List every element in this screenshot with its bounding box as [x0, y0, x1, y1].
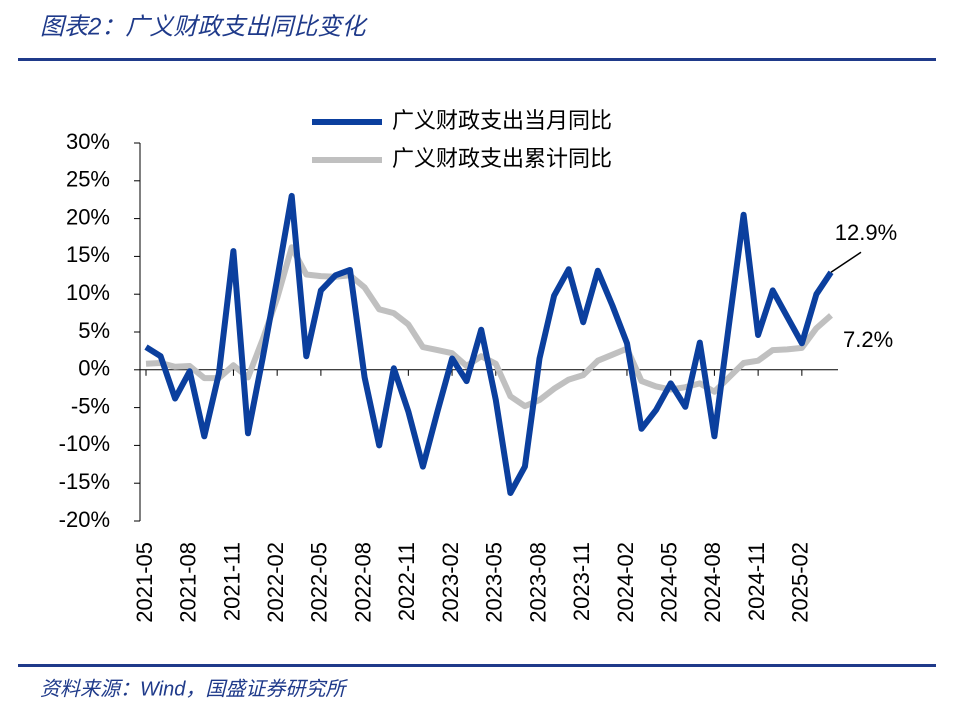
x-tick-label: 2024-02	[613, 542, 638, 623]
y-tick-label: 25%	[66, 167, 110, 192]
source-rule	[18, 664, 936, 667]
y-tick-label: 15%	[66, 242, 110, 267]
label-leader	[830, 251, 862, 273]
page-title: 图表2：广义财政支出同比变化	[40, 13, 368, 40]
y-tick-label: -10%	[59, 431, 110, 456]
y-tick-label: 10%	[66, 280, 110, 305]
series-line	[144, 192, 834, 496]
x-tick-label: 2023-02	[438, 542, 463, 623]
x-tick-label: 2022-05	[307, 542, 332, 623]
value-label: 7.2%	[843, 327, 893, 352]
y-tick-label: -5%	[71, 393, 110, 418]
x-tick-label: 2024-11	[744, 542, 769, 621]
x-tick-label: 2021-05	[132, 542, 157, 623]
x-tick-label: 2025-02	[788, 542, 813, 623]
x-tick-label: 2021-08	[176, 542, 201, 623]
y-tick-label: -15%	[59, 469, 110, 494]
title-rule	[18, 58, 936, 61]
y-tick-label: 0%	[78, 356, 110, 381]
source: 资料来源：Wind，国盛证券研究所	[40, 678, 348, 700]
x-tick-label: 2021-11	[219, 542, 244, 621]
legend-label: 广义财政支出当月同比	[392, 108, 612, 133]
x-tick-label: 2023-08	[525, 542, 550, 623]
legend-label: 广义财政支出累计同比	[392, 146, 612, 171]
x-tick-label: 2023-11	[569, 542, 594, 621]
y-tick-label: -20%	[59, 507, 110, 532]
x-tick-label: 2022-08	[350, 542, 375, 623]
y-tick-label: 20%	[66, 204, 110, 229]
x-tick-label: 2024-05	[656, 542, 681, 623]
y-tick-label: 30%	[66, 129, 110, 154]
x-tick-label: 2022-02	[263, 542, 288, 623]
x-tick-label: 2022-11	[394, 542, 419, 621]
x-tick-label: 2023-05	[482, 542, 507, 623]
value-label: 12.9%	[835, 220, 897, 245]
y-tick-label: 5%	[78, 318, 110, 343]
x-tick-label: 2024-08	[700, 542, 725, 623]
